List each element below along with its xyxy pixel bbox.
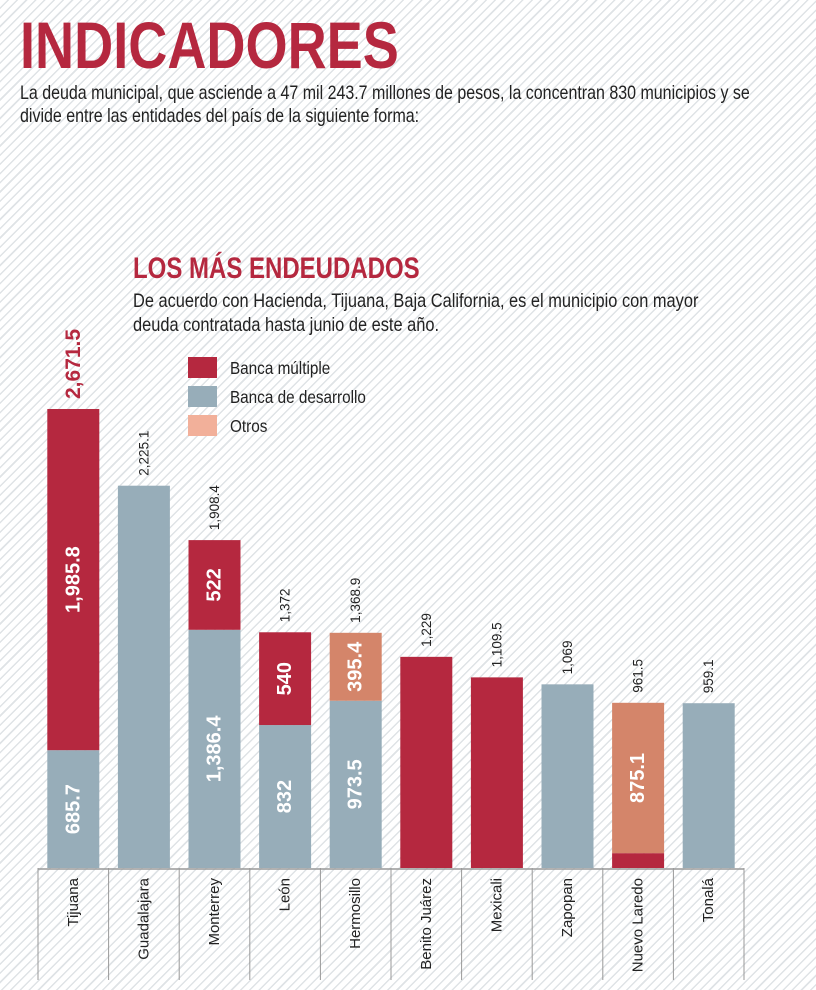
total-label: 1,372	[278, 588, 293, 622]
bar-segment	[117, 485, 170, 868]
segment-label: 832	[274, 780, 296, 813]
legend-swatch	[188, 415, 217, 436]
bar-segment	[47, 409, 100, 751]
total-label: 1,109.5	[489, 622, 504, 667]
bar-segment	[259, 632, 312, 726]
intro-text: La deuda municipal, que asciende a 47 mi…	[20, 82, 750, 127]
total-label: 1,368.9	[348, 578, 363, 623]
total-label: 2,671.5	[62, 329, 85, 399]
bar-segment	[612, 853, 665, 868]
bar-segment	[329, 700, 382, 868]
total-label: 1,069	[560, 641, 575, 675]
segment-label: 522	[204, 568, 226, 601]
category-label: Monterrey	[206, 878, 223, 946]
total-label: 959.1	[701, 659, 716, 693]
category-label: Tijuana	[65, 877, 82, 926]
legend-swatch	[188, 357, 217, 378]
category-label: León	[277, 878, 294, 911]
total-label: 2,225.1	[136, 431, 151, 476]
segment-label: 1,985.8	[62, 546, 84, 613]
category-label: Guadalajara	[135, 877, 152, 959]
chart-title: LOS MÁS ENDEUDADOS	[133, 252, 420, 285]
category-label: Nuevo Laredo	[630, 878, 647, 972]
bar-segment	[682, 703, 735, 868]
bar-segment	[188, 540, 241, 630]
bar-segment	[47, 750, 100, 868]
segment-label: 875.1	[627, 753, 649, 803]
legend-swatch	[188, 386, 217, 407]
bar-segment	[188, 629, 241, 868]
segment-label: 1,386.4	[204, 715, 226, 783]
legend-label: Banca múltiple	[230, 358, 330, 378]
segment-label: 395.4	[345, 641, 367, 692]
segment-label: 973.5	[345, 759, 367, 809]
bar-segment	[259, 725, 312, 868]
category-label: Zapopan	[559, 878, 576, 937]
category-label: Mexicali	[488, 878, 505, 932]
bar-segment	[541, 684, 594, 868]
page-title: INDICADORES	[20, 8, 399, 82]
bar-segment	[329, 632, 382, 701]
category-label: Tonalá	[700, 877, 717, 922]
bar-segment	[470, 677, 523, 868]
segment-label: 685.7	[62, 784, 84, 834]
legend-label: Otros	[230, 416, 267, 436]
chart-description: De acuerdo con Hacienda, Tijuana, Baja C…	[133, 290, 699, 336]
total-label: 1,908.4	[207, 485, 222, 531]
total-label: 1,229	[419, 613, 434, 647]
bar-segment	[400, 656, 453, 868]
total-label: 961.5	[631, 659, 646, 693]
category-label: Hermosillo	[347, 878, 364, 949]
category-label: Benito Juárez	[418, 878, 435, 970]
bar-segment	[612, 702, 665, 854]
segment-label: 540	[274, 662, 296, 695]
legend-label: Banca de desarrollo	[230, 387, 366, 407]
